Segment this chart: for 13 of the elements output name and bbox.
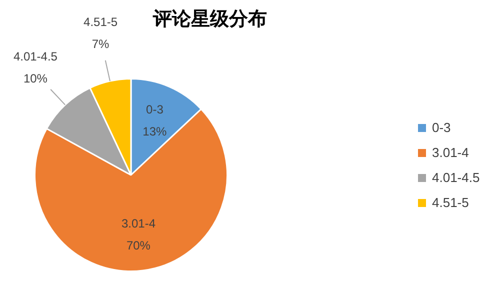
legend-label: 4.51-5 <box>432 195 469 210</box>
data-label: 70% <box>126 238 151 253</box>
slice-label: 3.01-4 <box>121 216 156 231</box>
slice-label: 4.51-5 <box>84 15 118 30</box>
legend-label: 0-3 <box>432 120 451 135</box>
data-label: 7% <box>92 37 110 52</box>
data-label: 10% <box>23 72 48 86</box>
data-label: 13% <box>142 124 168 139</box>
legend-label: 4.01-4.5 <box>432 170 480 185</box>
legend-label: 3.01-4 <box>432 145 469 160</box>
slice-label: 4.01-4.5 <box>13 50 58 64</box>
slice-label: 0-3 <box>146 102 164 117</box>
chart-title: 评论星级分布 <box>153 8 267 30</box>
